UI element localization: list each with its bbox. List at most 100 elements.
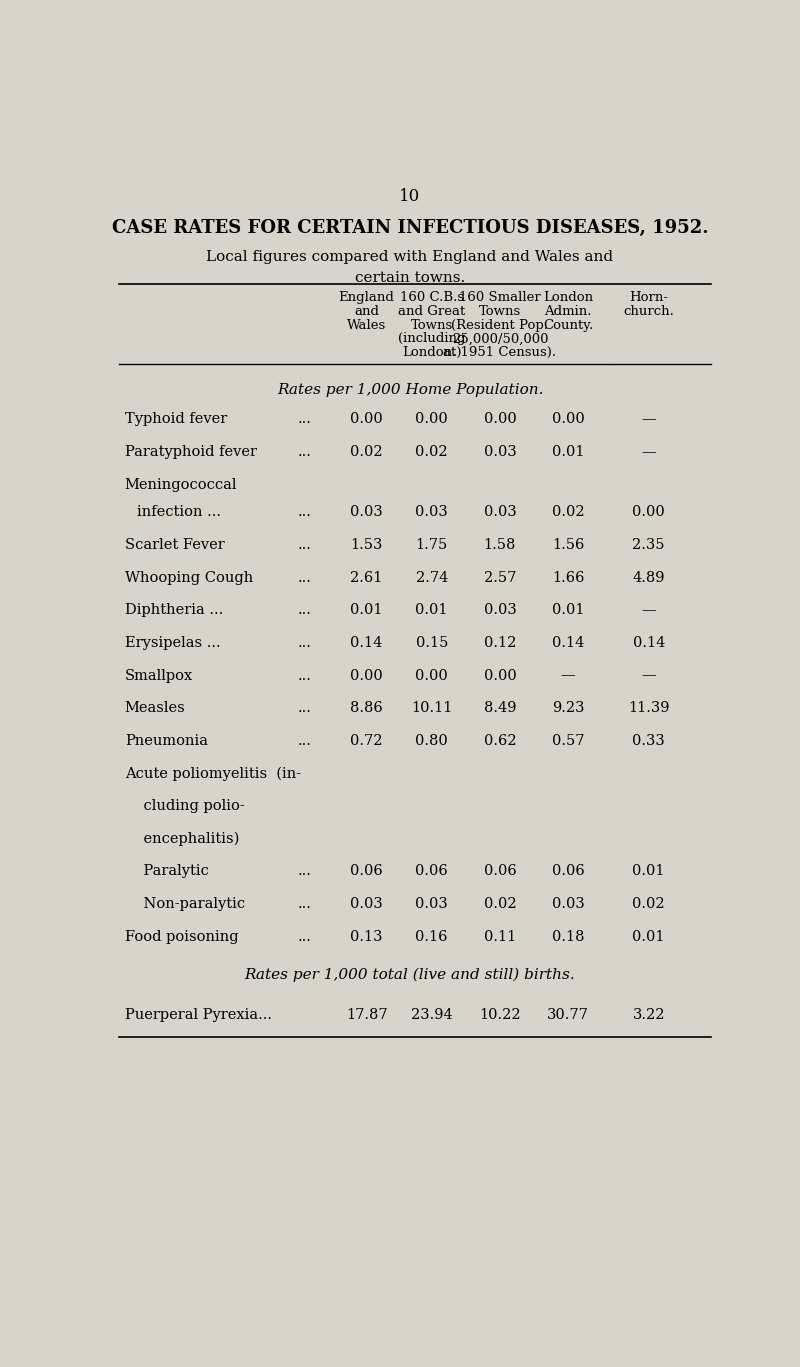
Text: ...: ... [298,864,311,879]
Text: 0.03: 0.03 [415,897,448,910]
Text: 0.02: 0.02 [350,446,383,459]
Text: 0.18: 0.18 [552,930,584,943]
Text: ...: ... [298,506,311,519]
Text: 0.62: 0.62 [483,734,516,748]
Text: Scarlet Fever: Scarlet Fever [125,539,225,552]
Text: Diphtheria ...: Diphtheria ... [125,603,223,618]
Text: Towns: Towns [478,305,521,319]
Text: 1.75: 1.75 [415,539,448,552]
Text: 0.02: 0.02 [415,446,448,459]
Text: Meningococcal: Meningococcal [125,477,238,492]
Text: ...: ... [298,636,311,649]
Text: 0.13: 0.13 [350,930,383,943]
Text: —: — [642,446,656,459]
Text: infection ...: infection ... [138,506,221,519]
Text: at 1951 Census).: at 1951 Census). [443,346,557,360]
Text: 0.03: 0.03 [415,506,448,519]
Text: 0.14: 0.14 [552,636,584,649]
Text: 0.01: 0.01 [350,603,383,618]
Text: Pneumonia: Pneumonia [125,734,208,748]
Text: 0.00: 0.00 [415,668,448,682]
Text: 0.06: 0.06 [350,864,383,879]
Text: Measles: Measles [125,701,186,715]
Text: CASE RATES FOR CERTAIN INFECTIOUS DISEASES, 1952.: CASE RATES FOR CERTAIN INFECTIOUS DISEAS… [112,219,708,236]
Text: 0.00: 0.00 [350,413,383,427]
Text: London.): London.) [402,346,462,360]
Text: 23.94: 23.94 [411,1007,453,1021]
Text: (including: (including [398,332,466,346]
Text: —: — [642,668,656,682]
Text: ...: ... [298,570,311,585]
Text: 1.53: 1.53 [350,539,382,552]
Text: 0.12: 0.12 [484,636,516,649]
Text: 160 C.B.s: 160 C.B.s [400,291,464,305]
Text: 0.80: 0.80 [415,734,448,748]
Text: —: — [642,603,656,618]
Text: Wales: Wales [347,319,386,332]
Text: 9.23: 9.23 [552,701,584,715]
Text: 0.03: 0.03 [552,897,585,910]
Text: and Great: and Great [398,305,466,319]
Text: ...: ... [298,539,311,552]
Text: Non-paralytic: Non-paralytic [125,897,245,910]
Text: 0.00: 0.00 [415,413,448,427]
Text: Whooping Cough: Whooping Cough [125,570,253,585]
Text: Admin.: Admin. [544,305,592,319]
Text: 0.00: 0.00 [483,668,516,682]
Text: 0.06: 0.06 [483,864,516,879]
Text: 0.14: 0.14 [633,636,665,649]
Text: ...: ... [298,446,311,459]
Text: ...: ... [298,734,311,748]
Text: 30.77: 30.77 [547,1007,589,1021]
Text: 0.02: 0.02 [552,506,585,519]
Text: Puerperal Pyrexia...: Puerperal Pyrexia... [125,1007,272,1021]
Text: 25,000/50,000: 25,000/50,000 [452,332,548,346]
Text: County.: County. [543,319,594,332]
Text: 0.06: 0.06 [415,864,448,879]
Text: 8.86: 8.86 [350,701,383,715]
Text: 0.01: 0.01 [633,864,665,879]
Text: 0.00: 0.00 [552,413,585,427]
Text: Typhoid fever: Typhoid fever [125,413,227,427]
Text: ...: ... [298,897,311,910]
Text: 0.57: 0.57 [552,734,584,748]
Text: Acute poliomyelitis  (in-: Acute poliomyelitis (in- [125,767,301,781]
Text: Rates per 1,000 total (live and still) births.: Rates per 1,000 total (live and still) b… [245,968,575,982]
Text: 0.11: 0.11 [484,930,516,943]
Text: 0.01: 0.01 [552,446,584,459]
Text: 0.33: 0.33 [632,734,665,748]
Text: 3.22: 3.22 [633,1007,665,1021]
Text: 160 Smaller: 160 Smaller [459,291,541,305]
Text: 0.01: 0.01 [633,930,665,943]
Text: cluding polio-: cluding polio- [125,800,245,813]
Text: 1.66: 1.66 [552,570,584,585]
Text: 1.56: 1.56 [552,539,584,552]
Text: 0.02: 0.02 [483,897,516,910]
Text: London: London [543,291,593,305]
Text: 0.01: 0.01 [552,603,584,618]
Text: Horn-: Horn- [630,291,668,305]
Text: ...: ... [298,930,311,943]
Text: 0.03: 0.03 [483,603,516,618]
Text: 11.39: 11.39 [628,701,670,715]
Text: England: England [338,291,394,305]
Text: 8.49: 8.49 [484,701,516,715]
Text: 0.03: 0.03 [483,446,516,459]
Text: 2.35: 2.35 [633,539,665,552]
Text: —: — [642,413,656,427]
Text: 0.00: 0.00 [350,668,383,682]
Text: ...: ... [298,603,311,618]
Text: 4.89: 4.89 [633,570,665,585]
Text: church.: church. [623,305,674,319]
Text: and: and [354,305,379,319]
Text: —: — [561,668,575,682]
Text: 0.02: 0.02 [632,897,665,910]
Text: 1.58: 1.58 [484,539,516,552]
Text: Paratyphoid fever: Paratyphoid fever [125,446,257,459]
Text: 10.22: 10.22 [479,1007,521,1021]
Text: ...: ... [298,668,311,682]
Text: 0.14: 0.14 [350,636,382,649]
Text: 0.03: 0.03 [350,506,383,519]
Text: 17.87: 17.87 [346,1007,387,1021]
Text: 0.01: 0.01 [415,603,448,618]
